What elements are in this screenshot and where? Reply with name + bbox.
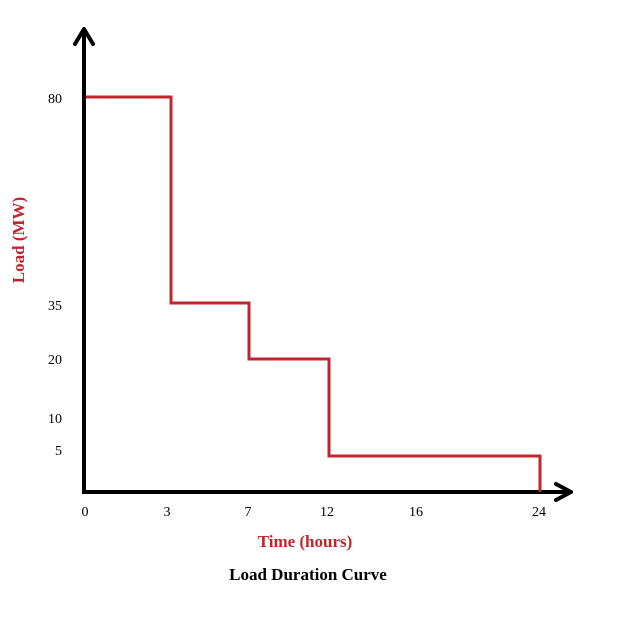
x-tick-16: 16 [409, 505, 423, 520]
chart-title: Load Duration Curve [229, 565, 387, 584]
y-axis-label: Load (MW) [9, 196, 28, 284]
y-tick-10: 10 [48, 412, 62, 427]
x-tick-3: 3 [163, 505, 171, 520]
x-axis-arrow-icon [554, 482, 573, 502]
y-tick-80: 80 [48, 92, 62, 107]
x-tick-12: 12 [320, 505, 334, 520]
x-tick-24: 24 [532, 505, 546, 520]
x-axis-label: Time (hours) [257, 532, 353, 551]
x-tick-0: 0 [81, 505, 89, 520]
load-step-curve [86, 95, 542, 492]
y-tick-35: 35 [48, 299, 62, 314]
x-tick-7: 7 [244, 505, 252, 520]
y-tick-20: 20 [48, 353, 62, 368]
y-tick-5: 5 [55, 444, 62, 459]
y-axis-arrow-icon [73, 27, 95, 46]
